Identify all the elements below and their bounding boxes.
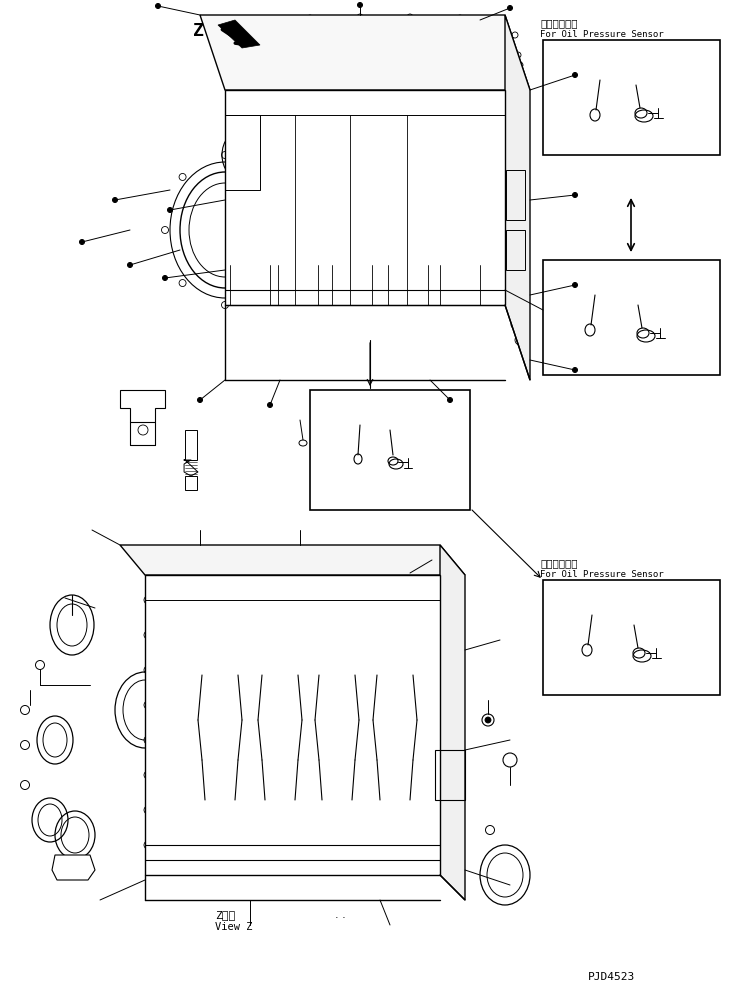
Ellipse shape — [267, 402, 272, 407]
Polygon shape — [218, 20, 260, 48]
Polygon shape — [145, 575, 440, 875]
Ellipse shape — [573, 283, 578, 288]
Polygon shape — [52, 855, 95, 880]
Text: PJD4523: PJD4523 — [588, 972, 635, 982]
Ellipse shape — [128, 262, 133, 267]
Text: 油圧センサ用: 油圧センサ用 — [540, 18, 578, 28]
Text: Z　視: Z 視 — [215, 910, 236, 920]
Text: For Oil Pressure Sensor: For Oil Pressure Sensor — [540, 570, 664, 579]
Ellipse shape — [507, 6, 512, 11]
Polygon shape — [200, 15, 530, 90]
Polygon shape — [505, 15, 530, 380]
Ellipse shape — [573, 368, 578, 373]
Polygon shape — [225, 90, 505, 305]
Ellipse shape — [485, 717, 491, 723]
Ellipse shape — [357, 3, 363, 8]
Polygon shape — [120, 545, 465, 575]
Ellipse shape — [79, 240, 84, 245]
Text: Z: Z — [193, 22, 204, 40]
Polygon shape — [120, 390, 165, 422]
Ellipse shape — [197, 397, 203, 402]
Ellipse shape — [162, 275, 167, 280]
Ellipse shape — [573, 192, 578, 197]
Text: For Oil Pressure Sensor: For Oil Pressure Sensor — [540, 30, 664, 39]
Text: . .: . . — [335, 910, 346, 920]
Text: 油圧センサ用: 油圧センサ用 — [540, 558, 578, 568]
Ellipse shape — [448, 397, 452, 402]
Ellipse shape — [156, 4, 161, 9]
Ellipse shape — [573, 73, 578, 78]
Text: View Z: View Z — [215, 922, 252, 932]
Ellipse shape — [167, 207, 172, 213]
Ellipse shape — [112, 197, 117, 202]
Polygon shape — [440, 545, 465, 900]
